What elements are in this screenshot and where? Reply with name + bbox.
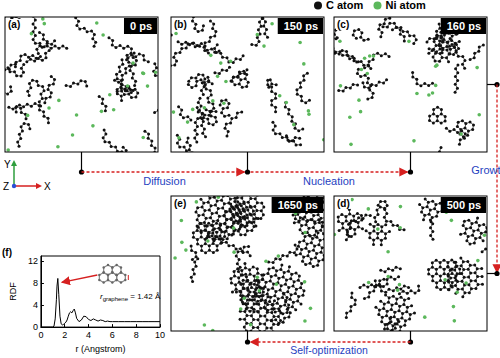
- svg-text:RDF: RDF: [8, 282, 18, 301]
- svg-text:Growth: Growth: [471, 164, 500, 176]
- svg-text:12: 12: [28, 256, 38, 266]
- svg-text:2: 2: [62, 330, 67, 340]
- svg-text:150 ps: 150 ps: [284, 20, 318, 32]
- svg-text:0: 0: [38, 330, 43, 340]
- svg-text:(d): (d): [337, 198, 350, 209]
- svg-text:4: 4: [86, 330, 91, 340]
- svg-text:(c): (c): [337, 19, 349, 30]
- svg-text:(b): (b): [174, 19, 187, 30]
- svg-text:8: 8: [134, 330, 139, 340]
- svg-text:X: X: [44, 181, 51, 192]
- svg-text:4: 4: [33, 300, 38, 310]
- svg-text:8: 8: [33, 278, 38, 288]
- svg-text:Y: Y: [4, 159, 11, 170]
- svg-text:(e): (e): [174, 198, 186, 209]
- svg-text:Nucleation: Nucleation: [303, 175, 355, 187]
- svg-text:rgraphene = 1.42 Å: rgraphene = 1.42 Å: [100, 292, 161, 302]
- svg-text:10: 10: [155, 330, 165, 340]
- svg-text:r (Angstrom): r (Angstrom): [75, 344, 125, 354]
- svg-text:C atom: C atom: [326, 0, 364, 11]
- svg-text:(f): (f): [2, 247, 12, 258]
- svg-text:160 ps: 160 ps: [447, 20, 481, 32]
- svg-text:6: 6: [110, 330, 115, 340]
- svg-text:Ni atom: Ni atom: [386, 0, 427, 11]
- svg-text:0: 0: [33, 322, 38, 332]
- svg-text:500 ps: 500 ps: [447, 199, 481, 211]
- svg-text:Self-optimization: Self-optimization: [290, 344, 368, 356]
- svg-text:1650 ps: 1650 ps: [278, 199, 318, 211]
- svg-text:Diffusion: Diffusion: [143, 175, 186, 187]
- svg-text:(a): (a): [8, 19, 20, 30]
- svg-text:Z: Z: [3, 181, 9, 192]
- svg-text:0 ps: 0 ps: [130, 20, 152, 32]
